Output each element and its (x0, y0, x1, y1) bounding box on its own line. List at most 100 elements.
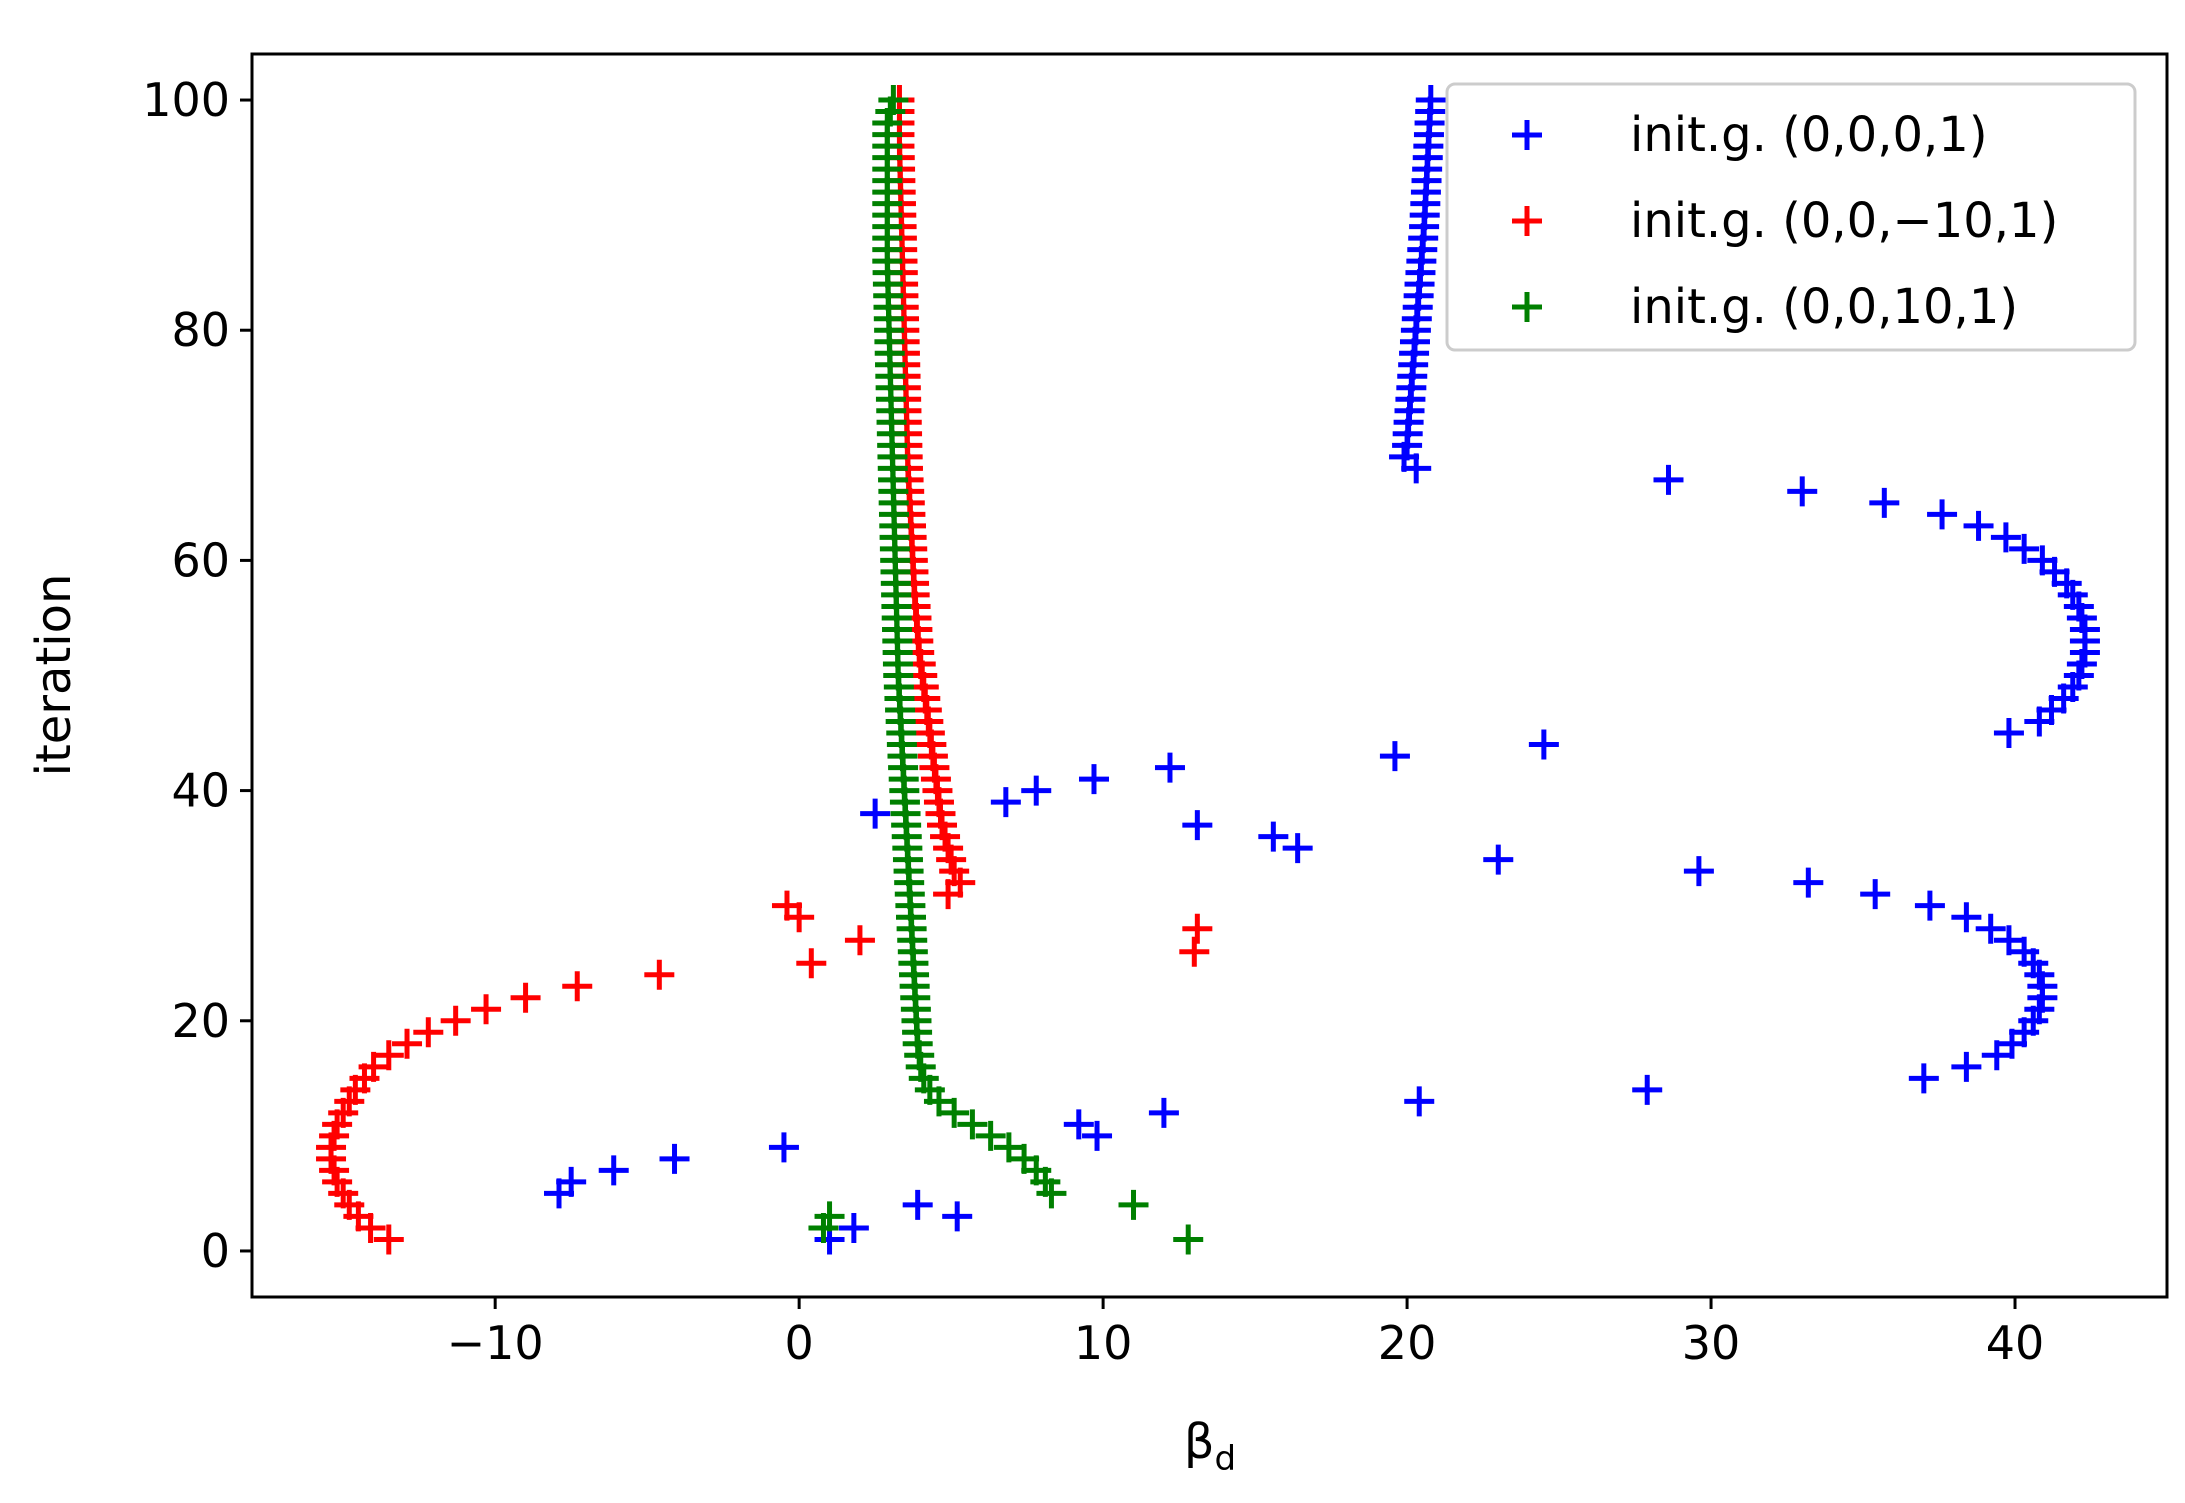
data-point (1528, 729, 1559, 760)
data-point (1632, 1074, 1663, 1105)
data-point (902, 1189, 933, 1220)
data-point (1963, 510, 1994, 541)
x-tick-label: 30 (1682, 1316, 1741, 1370)
data-point (838, 1212, 869, 1243)
data-point (1793, 867, 1824, 898)
legend-box (1445, 82, 2137, 352)
series-2 (316, 85, 1213, 1255)
data-point (1404, 1086, 1435, 1117)
data-point (771, 890, 802, 921)
x-axis-label: βd (1184, 1414, 1236, 1479)
data-point (2009, 936, 2040, 967)
data-point (1951, 1051, 1982, 1082)
x-tick-label: 40 (1986, 1316, 2045, 1370)
data-point (1154, 752, 1185, 783)
x-tick-label: 20 (1378, 1316, 1437, 1370)
data-point (556, 1166, 587, 1197)
data-point (1009, 1143, 1040, 1174)
data-point (844, 925, 875, 956)
data-point (659, 1143, 690, 1174)
data-point (471, 994, 502, 1025)
data-point (993, 1132, 1024, 1163)
data-point (878, 85, 909, 116)
legend-label: init.g. (0,0,10,1) (1630, 279, 2018, 335)
data-point (1082, 1120, 1113, 1151)
series-3 (808, 85, 1204, 1255)
data-point (1379, 741, 1410, 772)
y-axis-ticks: 0 20 40 60 80 100 (142, 73, 252, 1278)
data-point (562, 971, 593, 1002)
y-tick-label: 20 (171, 994, 230, 1048)
x-axis-ticks: −10 0 10 20 30 40 (447, 1297, 2045, 1370)
data-point (768, 1132, 799, 1163)
data-point (1683, 856, 1714, 887)
series-1 (544, 85, 2100, 1255)
data-point (1993, 718, 2024, 749)
data-point (1787, 476, 1818, 507)
data-point (1860, 879, 1891, 910)
data-point (1148, 1097, 1179, 1128)
data-point (1021, 775, 1052, 806)
data-point (1653, 464, 1684, 495)
data-point (1993, 925, 2024, 956)
data-point (1063, 1109, 1094, 1140)
data-point (373, 1224, 404, 1255)
y-tick-label: 40 (171, 764, 230, 818)
data-point (1483, 844, 1514, 875)
legend-marker (1512, 120, 1542, 150)
data-point (975, 1120, 1006, 1151)
legend-label: init.g. (0,0,−10,1) (1630, 193, 2058, 249)
data-point (1258, 821, 1289, 852)
legend-entry: init.g. (0,0,10,1) (1512, 279, 2018, 335)
data-point (644, 959, 675, 990)
legend-marker (1512, 206, 1542, 236)
y-tick-label: 60 (171, 533, 230, 587)
data-point (392, 1028, 423, 1059)
data-point (2027, 545, 2058, 576)
data-point (796, 948, 827, 979)
data-point (1981, 1040, 2012, 1071)
data-point (1282, 833, 1313, 864)
data-point (1908, 1063, 1939, 1094)
data-point (598, 1155, 629, 1186)
data-point (358, 1051, 389, 1082)
data-point (957, 1109, 988, 1140)
data-points (316, 85, 2100, 1255)
data-point (942, 1201, 973, 1232)
data-point (939, 1097, 970, 1128)
x-tick-label: −10 (447, 1316, 544, 1370)
data-point (1078, 764, 1109, 795)
data-point (1179, 936, 1210, 967)
data-point (440, 1005, 471, 1036)
x-tick-label: 0 (785, 1316, 814, 1370)
data-point (860, 798, 891, 829)
y-tick-label: 100 (142, 73, 230, 127)
data-point (1173, 1224, 1204, 1255)
legend: init.g. (0,0,0,1) init.g. (0,0,−10,1) init… (1445, 82, 2137, 352)
legend-entry: init.g. (0,0,−10,1) (1512, 193, 2058, 249)
x-tick-label: 10 (1074, 1316, 1133, 1370)
data-point (1182, 913, 1213, 944)
x-axis-label-subscript: d (1215, 1439, 1237, 1479)
data-point (413, 1017, 444, 1048)
data-point (373, 1040, 404, 1071)
data-point (1914, 890, 1945, 921)
data-point (1869, 487, 1900, 518)
data-point (2009, 533, 2040, 564)
data-point (814, 1201, 845, 1232)
y-tick-label: 80 (171, 303, 230, 357)
data-point (510, 982, 541, 1013)
legend-entries: init.g. (0,0,0,1) init.g. (0,0,−10,1) init… (1512, 107, 2058, 335)
data-point (1927, 499, 1958, 530)
y-axis-label: iteration (26, 574, 82, 777)
legend-entry: init.g. (0,0,0,1) (1512, 107, 1988, 163)
y-tick-label: 0 (201, 1224, 230, 1278)
data-point (1975, 913, 2006, 944)
data-point (990, 787, 1021, 818)
legend-label: init.g. (0,0,0,1) (1630, 107, 1988, 163)
data-point (1182, 810, 1213, 841)
data-point (1415, 85, 1446, 116)
data-point (1118, 1189, 1149, 1220)
data-point (1951, 902, 1982, 933)
